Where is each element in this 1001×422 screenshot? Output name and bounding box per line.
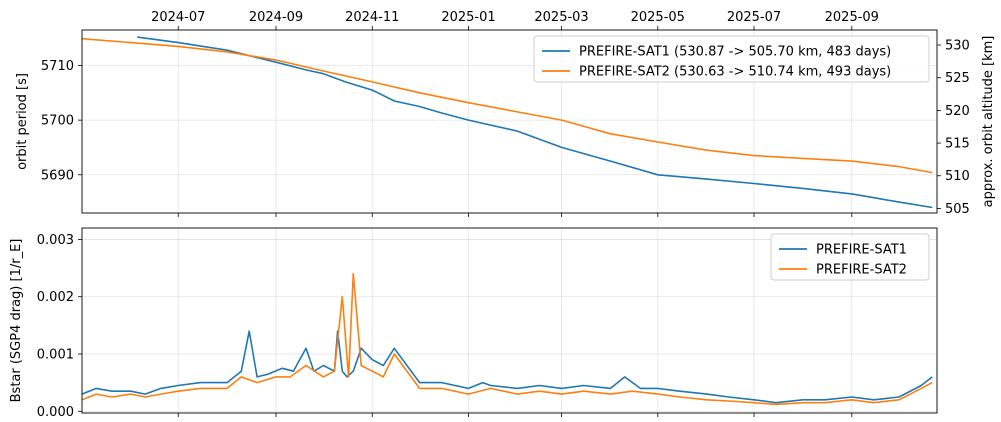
- series-line-2: [82, 37, 933, 174]
- y-axis-label: Bstar (SGP4 drag) [1/r_E]: [9, 239, 24, 403]
- legend-label: PREFIRE-SAT1: [816, 243, 907, 258]
- y-tick-label: 5690: [41, 168, 74, 183]
- y-right-tick-label: 520: [945, 104, 970, 119]
- y-axis-label: orbit period [s]: [15, 73, 30, 170]
- y-right-tick-label: 515: [945, 137, 970, 152]
- x-tick-label: 2024-09: [249, 10, 303, 25]
- legend-box: [533, 35, 930, 83]
- x-tick-label: 2024-07: [151, 10, 205, 25]
- y-right-tick-label: 505: [945, 202, 970, 217]
- legend-label: PREFIRE-SAT2: [816, 263, 907, 278]
- axes-frame: [81, 227, 938, 414]
- legend-label: PREFIRE-SAT1 (530.87 -> 505.70 km, 483 d…: [579, 45, 891, 60]
- y-tick-label: 0.000: [37, 405, 74, 420]
- y-tick-label: 0.003: [37, 233, 74, 248]
- legend-label: PREFIRE-SAT2 (530.63 -> 510.74 km, 493 d…: [579, 65, 891, 80]
- y-tick-label: 5710: [41, 59, 74, 74]
- x-tick-label: 2025-01: [441, 10, 495, 25]
- y-right-axis-label: approx. orbit altitude [km]: [981, 36, 996, 208]
- series-line-1: [137, 36, 933, 209]
- plot-area-bottom: [82, 272, 933, 406]
- chart-panel-top: 2024-07 2024-09 2024-11 2025-01 2025-03 2025-…: [15, 10, 996, 217]
- legend: PREFIRE-SAT1 (530.87 -> 505.70 km, 483 d…: [533, 35, 930, 83]
- y-tick-label: 5700: [41, 114, 74, 129]
- x-tick-label: 2024-11: [345, 10, 399, 25]
- axes-frame: [81, 29, 938, 214]
- legend: PREFIRE-SAT1 PREFIRE-SAT2: [770, 233, 930, 281]
- series-line-1: [82, 330, 933, 404]
- y-tick-label: 0.002: [37, 290, 74, 305]
- x-tick-label: 2025-07: [727, 10, 781, 25]
- legend-box: [770, 233, 930, 281]
- series-line-2: [82, 272, 933, 406]
- x-tick-label: 2025-09: [825, 10, 879, 25]
- y-tick-label: 0.001: [37, 348, 74, 363]
- y-right-tick-label: 525: [945, 71, 970, 86]
- x-tick-label: 2025-05: [631, 10, 685, 25]
- plot-area-top: [82, 36, 933, 209]
- chart-panel-bottom: 0.000 0.001 0.002 0.003 Bstar (SGP4 drag) [1…: [9, 227, 938, 420]
- y-right-tick-label: 530: [945, 39, 970, 54]
- x-tick-label: 2025-03: [534, 10, 588, 25]
- y-right-tick-label: 510: [945, 169, 970, 184]
